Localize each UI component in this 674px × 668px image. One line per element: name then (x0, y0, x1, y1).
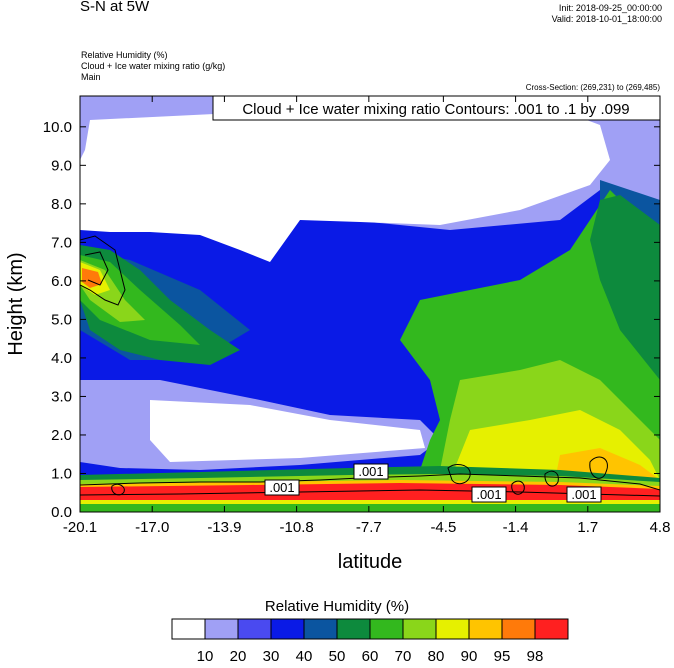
axes: -20.1 -17.0 -13.9 -10.8 -7.7 -4.5 -1.4 1.7 4.8 0.… (43, 96, 671, 536)
contour-label-box (471, 486, 507, 503)
contour-label: .001 (476, 487, 501, 502)
colorbar-swatch (336, 618, 371, 640)
x-tick-label: 1.7 (577, 519, 598, 536)
colorbar-swatch (435, 618, 470, 640)
colorbar-swatch (204, 618, 239, 640)
x-tick-label: -1.4 (503, 519, 529, 536)
y-tick-label: 6.0 (51, 273, 72, 290)
y-tick-label: 2.0 (51, 427, 72, 444)
contour-label-box (566, 486, 602, 503)
rh-dry-lower (150, 400, 425, 462)
colorbar-level-label: 20 (230, 648, 247, 665)
colorbar-swatch (237, 618, 272, 640)
y-tick-label: 8.0 (51, 196, 72, 213)
field-rh: Relative Humidity (%) (81, 50, 168, 60)
cross-section-label: Cross-Section: (269,231) to (269,485) (525, 83, 660, 92)
colorbar-level-label: 10 (197, 648, 214, 665)
rh-band-surface-green (80, 504, 660, 512)
colorbar-level-label: 40 (296, 648, 313, 665)
init-time: Init: 2018-09-25_00:00:00 (558, 3, 662, 13)
y-tick-label: 7.0 (51, 234, 72, 251)
valid-time: Valid: 2018-10-01_18:00:00 (551, 14, 662, 24)
qcloud-contours (80, 235, 660, 497)
y-tick-label: 9.0 (51, 157, 72, 174)
x-tick-label: -17.0 (135, 519, 169, 536)
colorbar-swatch (468, 618, 503, 640)
x-tick-label: -7.7 (356, 519, 382, 536)
colorbar-swatch (402, 618, 437, 640)
x-tick-label: -13.9 (207, 519, 241, 536)
rh-field (80, 96, 660, 512)
time-info: Init: 2018-09-25_00:00:00 Valid: 2018-10… (500, 3, 662, 25)
contour-info: Cloud + Ice water mixing ratio Contours:… (242, 101, 629, 118)
colorbar-swatch (270, 618, 305, 640)
rh-band-98-low (80, 483, 660, 500)
colorbar-swatch (534, 618, 569, 640)
x-tick-label: 4.8 (650, 519, 671, 536)
field-list: Relative Humidity (%) Cloud + Ice water … (81, 50, 225, 83)
x-tick-label: -4.5 (430, 519, 456, 536)
colorbar-swatch (171, 618, 206, 640)
field-main: Main (81, 72, 101, 82)
contour-label-group: .001 .001 .001 .001 (264, 463, 602, 503)
colorbar-level-label: 95 (494, 648, 511, 665)
x-tick-label: -20.1 (63, 519, 97, 536)
contour-label: .001 (358, 464, 383, 479)
colorbar-swatch (369, 618, 404, 640)
colorbar-title: Relative Humidity (%) (264, 598, 410, 615)
colorbar-level-label: 80 (428, 648, 445, 665)
y-axis-label: Height (km) (5, 252, 27, 355)
y-tick-label: 0.0 (51, 504, 72, 521)
rh-band-95-left (82, 268, 102, 288)
y-tick-label: 1.0 (51, 465, 72, 482)
colorbar-level-label: 30 (263, 648, 280, 665)
colorbar: 10 20 30 40 50 60 70 80 90 95 98 (171, 618, 569, 665)
colorbar-level-label: 70 (395, 648, 412, 665)
contour-label-box (264, 479, 300, 496)
contour-label-box (353, 463, 389, 480)
y-tick-label: 4.0 (51, 350, 72, 367)
field-qcloud: Cloud + Ice water mixing ratio (g/kg) (81, 61, 226, 71)
contour-label: .001 (571, 487, 596, 502)
colorbar-level-label: 50 (329, 648, 346, 665)
colorbar-level-label: 60 (362, 648, 379, 665)
x-tick-label: -10.8 (280, 519, 314, 536)
x-axis-label: latitude (338, 551, 403, 573)
y-tick-label: 3.0 (51, 388, 72, 405)
rh-band-60-right (590, 195, 660, 380)
colorbar-swatch (501, 618, 536, 640)
rh-dry-upper (80, 105, 610, 262)
colorbar-level-label: 98 (527, 648, 544, 665)
colorbar-swatch (303, 618, 338, 640)
contour-label: .001 (269, 480, 294, 495)
plot-title: S-N at 5W (80, 0, 150, 15)
colorbar-level-label: 90 (461, 648, 478, 665)
contour-info-box (212, 95, 661, 121)
y-tick-label: 10.0 (43, 119, 72, 136)
y-tick-label: 5.0 (51, 311, 72, 328)
